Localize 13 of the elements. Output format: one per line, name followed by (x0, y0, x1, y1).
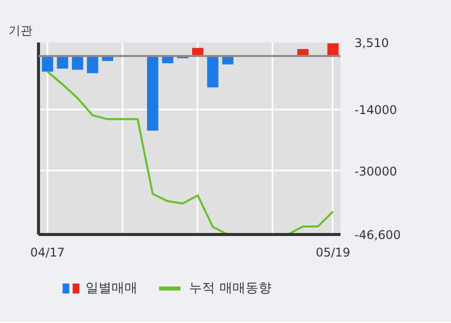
chart-title: 기관 (8, 24, 32, 38)
bar (207, 56, 218, 88)
legend-label: 누적 매매동향 (189, 281, 272, 296)
y-tick-label: -46,600 (354, 228, 401, 242)
legend-label: 일별매매 (85, 281, 138, 296)
bar (147, 56, 158, 131)
y-tick-label: -30000 (354, 164, 398, 178)
y-tick-label: 3,510 (354, 36, 389, 50)
bar (86, 56, 98, 74)
bar (42, 56, 54, 72)
x-tick-label: 05/19 (316, 246, 350, 260)
x-tick-label: 04/17 (30, 246, 65, 260)
y-tick-label: -14000 (354, 103, 398, 118)
